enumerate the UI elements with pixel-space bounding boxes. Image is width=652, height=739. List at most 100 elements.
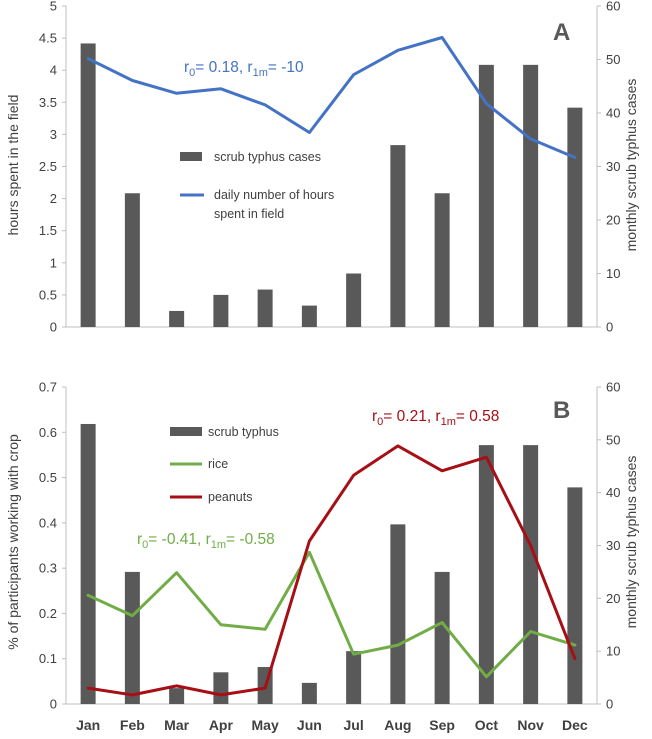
panel-a-bar-oct	[478, 64, 494, 327]
legend-b-bar-swatch	[170, 427, 202, 436]
panel-b-right-tick-label: 0	[606, 697, 613, 712]
panel-b-bar-jan	[80, 423, 96, 704]
panel-a-bar-dec	[567, 107, 583, 328]
panel-a-bar-jun	[301, 305, 317, 327]
panel-a-right-tick-label: 30	[606, 159, 620, 174]
panel-a-bar-sep	[434, 193, 450, 327]
panel-b-bar-jun	[301, 682, 317, 704]
panel-a-bar-mar	[169, 310, 185, 327]
month-label-feb: Feb	[120, 717, 145, 733]
month-label-oct: Oct	[475, 717, 499, 733]
panel-b-right-tick-label: 20	[606, 591, 620, 606]
panel-b-bar-mar	[169, 688, 185, 704]
panel-b-bar-nov	[523, 445, 539, 704]
panel-b-right-tick-label: 30	[606, 538, 620, 553]
month-label-jun: Jun	[297, 717, 322, 733]
panel-b-peanuts-line-series	[86, 444, 577, 697]
legend-b-peanuts-label: peanuts	[208, 490, 252, 504]
panel-a-left-tick-label: 1	[50, 255, 57, 270]
panel-b-left-axis-label: % of participants working with crop	[5, 434, 21, 650]
panel-b-rice-annotation: r0= -0.41, r1m= -0.58	[137, 531, 275, 551]
legend-a-line-label-1: daily number of hours	[214, 188, 334, 202]
panel-a-correlation-annotation: r0= 0.18, r1m= -10	[184, 59, 304, 79]
panel-b-rice-line	[86, 550, 577, 679]
month-label-apr: Apr	[209, 717, 234, 733]
month-label-aug: Aug	[384, 717, 411, 733]
panel-a-left-axis-label: hours spent in the field	[5, 95, 21, 236]
panel-b-bar-feb	[124, 571, 140, 704]
panel-b-right-tick-label: 10	[606, 644, 620, 659]
panel-a-left-tick-label: 4	[50, 63, 57, 78]
legend-a-line-label: daily number of hours spent in field	[214, 188, 334, 221]
panel-a-right-tick-label: 50	[606, 52, 620, 67]
panel-b-left-tick-label: 0.4	[39, 515, 57, 530]
panel-a-left-tick-label: 1.5	[39, 223, 57, 238]
panel-b-left-tick-label: 0.1	[39, 651, 57, 666]
panel-b-right-tick-label: 50	[606, 432, 620, 447]
panel-b-bar-oct	[478, 445, 494, 704]
month-label-jul: Jul	[344, 717, 364, 733]
annot-a-mid: = 0.18, r	[195, 59, 252, 76]
legend-a-line-label-2: spent in field	[214, 207, 284, 221]
panel-b-bar-series	[80, 423, 583, 704]
legend-a-bar-label: scrub typhus cases	[214, 150, 321, 164]
annot-a-sub1m: 1m	[253, 67, 268, 79]
panel-a-left-tick-label: 4.5	[39, 31, 57, 46]
legend-a-bar-swatch	[180, 152, 202, 161]
panel-a-left-tick-label: 5	[50, 0, 57, 14]
month-label-may: May	[252, 717, 279, 733]
panel-b-bar-apr	[213, 672, 229, 704]
annot-b2-sub1m: 1m	[211, 539, 226, 551]
annot-b1-post: = 0.58	[456, 408, 500, 425]
panel-a-left-tick-label: 0	[50, 320, 57, 335]
panel-a-left-tick-label: 2.5	[39, 159, 57, 174]
panel-b-left-tick-label: 0.6	[39, 425, 57, 440]
panel-a-bar-feb	[124, 193, 140, 327]
panel-b-rice-line-series	[86, 550, 577, 679]
annot-b2-r: r	[137, 531, 142, 548]
panel-a-bar-jul	[346, 273, 362, 327]
panel-a-bar-may	[257, 289, 273, 327]
panel-b-bar-jul	[346, 651, 362, 704]
panel-a-left-tick-label: 0.5	[39, 287, 57, 302]
panel-a-right-tick-label: 10	[606, 266, 620, 281]
panel-a-bar-nov	[523, 64, 539, 327]
x-axis-month-labels: Jan Feb Mar Apr May Jun Jul Aug Sep Oct Nov Dec	[76, 717, 588, 733]
annot-a-post: = -10	[268, 59, 304, 76]
panel-a-right-tick-label: 60	[606, 0, 620, 14]
panel-b-left-tick-label: 0.7	[39, 380, 57, 395]
panel-b-right-tick-label: 60	[606, 380, 620, 395]
panel-a-daily-line	[86, 36, 577, 159]
panel-b-peanuts-line	[86, 444, 577, 697]
panel-b-peanuts-annotation: r0= 0.21, r1m= 0.58	[372, 408, 499, 428]
panel-a-daily-line-series	[86, 36, 577, 159]
annot-b1-sub1m: 1m	[441, 416, 456, 428]
annot-a-sub0: 0	[189, 67, 195, 79]
panel-b-bar-aug	[390, 524, 406, 704]
panel-b-left-tick-label: 0.2	[39, 606, 57, 621]
panel-a-bar-aug	[390, 145, 406, 327]
annot-b1-r: r	[372, 408, 377, 425]
panel-a-left-tick-label: 3	[50, 127, 57, 142]
panel-a-right-axis-label: monthly scrub typhus cases	[623, 79, 639, 252]
annot-b2-post: = -0.58	[226, 531, 275, 548]
panel-b-right-axis-label: monthly scrub typhus cases	[623, 456, 639, 629]
panel-b-left-tick-label: 0.3	[39, 561, 57, 576]
month-label-nov: Nov	[517, 717, 544, 733]
panel-b-right-tick-label: 40	[606, 485, 620, 500]
month-label-jan: Jan	[76, 717, 100, 733]
panel-a-right-tick-label: 20	[606, 213, 620, 228]
month-label-dec: Dec	[562, 717, 588, 733]
annot-a-r: r	[184, 59, 189, 76]
annot-b2-mid: = -0.41, r	[148, 531, 210, 548]
panel-b-left-tick-label: 0	[50, 697, 57, 712]
panel-b-axes: 0 0.1 0.2 0.3 0.4 0.5 0.6 0.7 0 10 20 30 40 50 60	[39, 380, 621, 712]
panel-b-bar-sep	[434, 571, 450, 704]
panel-a-right-tick-label: 0	[606, 320, 613, 335]
panel-a-left-tick-label: 3.5	[39, 95, 57, 110]
panel-a-bar-jan	[80, 43, 96, 327]
panel-a-label: A	[553, 19, 570, 46]
